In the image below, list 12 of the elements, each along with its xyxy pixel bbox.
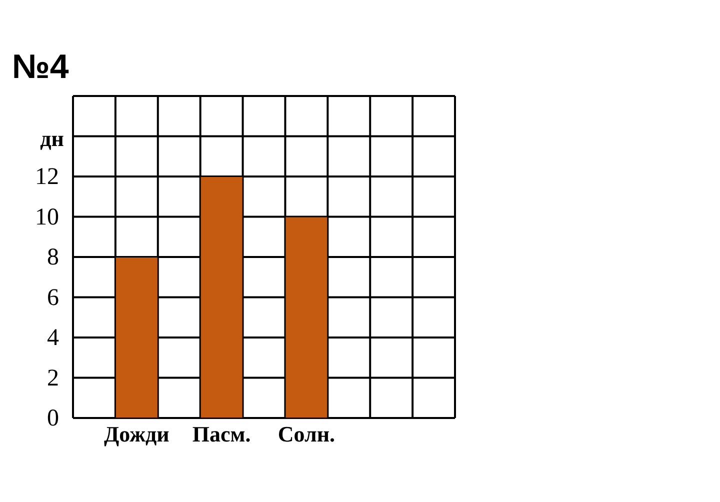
y-tick-label: 10 <box>35 204 59 230</box>
y-tick-label: 0 <box>47 406 59 432</box>
y-tick-label: 12 <box>35 164 59 190</box>
y-tick-label: 2 <box>47 365 59 392</box>
y-tick-label: 8 <box>47 244 59 271</box>
x-tick-label: Солн. <box>278 422 336 447</box>
x-tick-label: Дожди <box>104 422 170 447</box>
y-tick-label: 6 <box>47 284 59 311</box>
y-axis-title: дн <box>40 126 64 151</box>
x-tick-label: Пасм. <box>192 422 251 447</box>
chart-title: №4 <box>12 48 69 86</box>
y-tick-label: 4 <box>47 325 59 352</box>
